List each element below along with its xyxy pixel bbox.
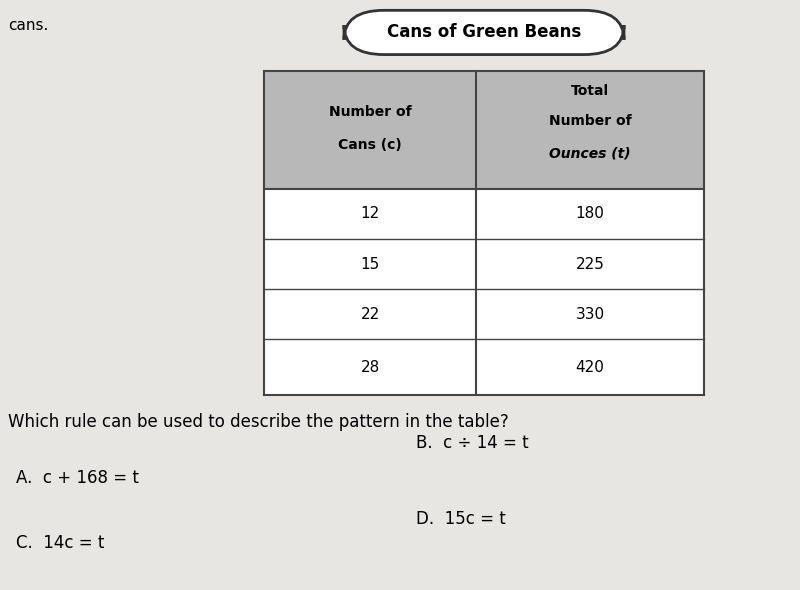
- Text: Ounces (t): Ounces (t): [549, 146, 631, 160]
- Text: 12: 12: [360, 206, 380, 221]
- Text: Number of: Number of: [549, 114, 631, 128]
- Text: 225: 225: [575, 257, 605, 271]
- Text: 420: 420: [575, 360, 605, 375]
- Bar: [264, 71, 704, 189]
- Text: D.  15c = t: D. 15c = t: [416, 510, 506, 528]
- Text: Total: Total: [571, 84, 609, 99]
- Text: Which rule can be used to describe the pattern in the table?: Which rule can be used to describe the p…: [8, 413, 509, 431]
- Text: C.  14c = t: C. 14c = t: [16, 534, 104, 552]
- Text: Number of: Number of: [329, 105, 411, 119]
- Text: 180: 180: [575, 206, 605, 221]
- Text: A.  c + 168 = t: A. c + 168 = t: [16, 469, 139, 487]
- Bar: [264, 71, 704, 395]
- Text: cans.: cans.: [8, 18, 48, 32]
- Text: Cans of Green Beans: Cans of Green Beans: [387, 24, 581, 41]
- Text: B.  c ÷ 14 = t: B. c ÷ 14 = t: [416, 434, 529, 451]
- Text: Cans (c): Cans (c): [338, 137, 402, 152]
- Text: 28: 28: [360, 360, 380, 375]
- Text: 330: 330: [575, 307, 605, 322]
- Text: 15: 15: [360, 257, 380, 271]
- Text: 22: 22: [360, 307, 380, 322]
- FancyBboxPatch shape: [344, 11, 624, 55]
